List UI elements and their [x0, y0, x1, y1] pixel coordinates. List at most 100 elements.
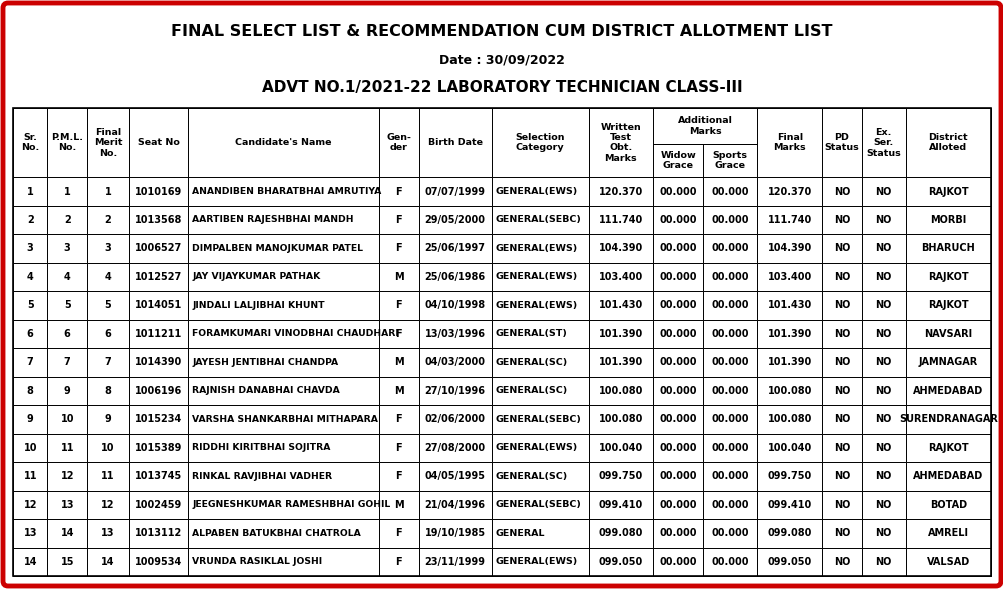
Text: 04/03/2000: 04/03/2000	[424, 358, 485, 368]
Text: District
Alloted: District Alloted	[928, 133, 967, 153]
Text: F: F	[395, 300, 401, 310]
Bar	[13, 291, 47, 320]
Bar	[128, 462, 188, 491]
Text: 29/05/2000: 29/05/2000	[424, 215, 485, 225]
Text: M: M	[393, 500, 403, 510]
Bar	[188, 108, 378, 177]
Text: 12: 12	[23, 500, 37, 510]
Bar	[702, 263, 756, 291]
Text: RIDDHI KIRITBHAI SOJITRA: RIDDHI KIRITBHAI SOJITRA	[192, 444, 330, 452]
Text: GENERAL(SC): GENERAL(SC)	[495, 472, 568, 481]
Text: 00.000: 00.000	[659, 300, 696, 310]
Text: 00.000: 00.000	[659, 243, 696, 253]
Bar	[47, 263, 87, 291]
Text: 099.410: 099.410	[767, 500, 811, 510]
Text: Final
Marks: Final Marks	[772, 133, 805, 153]
Bar	[702, 234, 756, 263]
Bar	[188, 291, 378, 320]
Bar	[821, 376, 861, 405]
Text: Gen-
der: Gen- der	[386, 133, 411, 153]
Text: 04/05/1995: 04/05/1995	[424, 471, 485, 481]
Bar	[87, 462, 128, 491]
Text: NO: NO	[832, 471, 850, 481]
Text: 5: 5	[104, 300, 111, 310]
Text: 10: 10	[60, 414, 74, 424]
Text: 00.000: 00.000	[711, 215, 748, 225]
Bar	[47, 376, 87, 405]
Bar	[588, 405, 653, 434]
Text: 00.000: 00.000	[659, 215, 696, 225]
Text: 2: 2	[27, 215, 33, 225]
Bar	[905, 291, 990, 320]
Text: 11: 11	[101, 471, 114, 481]
Bar	[756, 291, 821, 320]
Bar	[47, 548, 87, 576]
Text: SURENDRANAGAR: SURENDRANAGAR	[898, 414, 997, 424]
Bar	[491, 491, 588, 519]
Bar	[47, 348, 87, 376]
Text: GENERAL(SC): GENERAL(SC)	[495, 358, 568, 367]
Text: 101.430: 101.430	[767, 300, 811, 310]
Text: Final
Merit
No.: Final Merit No.	[93, 128, 122, 157]
Text: NO: NO	[832, 443, 850, 453]
Text: NO: NO	[875, 386, 891, 396]
Bar	[47, 434, 87, 462]
Text: 00.000: 00.000	[711, 272, 748, 282]
Bar	[905, 177, 990, 206]
Text: 21/04/1996: 21/04/1996	[424, 500, 485, 510]
Bar	[653, 519, 702, 548]
Bar	[87, 491, 128, 519]
Bar	[756, 263, 821, 291]
Bar	[418, 234, 491, 263]
Text: 1014051: 1014051	[134, 300, 182, 310]
Bar	[491, 177, 588, 206]
Text: VARSHA SHANKARBHAI MITHAPARA: VARSHA SHANKARBHAI MITHAPARA	[192, 415, 378, 424]
Text: NO: NO	[832, 358, 850, 368]
Bar	[653, 108, 702, 177]
Bar	[653, 491, 702, 519]
Text: 1013745: 1013745	[134, 471, 182, 481]
Bar	[378, 291, 418, 320]
Bar	[128, 206, 188, 234]
Bar	[47, 177, 87, 206]
Text: 00.000: 00.000	[711, 187, 748, 197]
Bar	[418, 320, 491, 348]
Text: 3: 3	[27, 243, 33, 253]
Text: 00.000: 00.000	[711, 471, 748, 481]
Bar	[128, 548, 188, 576]
Bar	[47, 108, 87, 177]
Bar	[378, 548, 418, 576]
Text: 1011211: 1011211	[134, 329, 182, 339]
Text: VALSAD: VALSAD	[926, 557, 969, 567]
Text: GENERAL(EWS): GENERAL(EWS)	[495, 301, 578, 310]
Bar	[13, 108, 47, 177]
Text: 101.390: 101.390	[767, 358, 811, 368]
Text: 1013568: 1013568	[134, 215, 182, 225]
Bar	[47, 234, 87, 263]
Bar	[588, 108, 653, 177]
Bar	[588, 263, 653, 291]
Text: DIMPALBEN MANOJKUMAR PATEL: DIMPALBEN MANOJKUMAR PATEL	[192, 244, 363, 253]
Text: GENERAL(SEBC): GENERAL(SEBC)	[495, 216, 581, 224]
Bar	[87, 206, 128, 234]
Bar	[128, 291, 188, 320]
Bar	[13, 548, 47, 576]
Bar	[653, 263, 702, 291]
Bar	[378, 234, 418, 263]
Text: 099.750: 099.750	[598, 471, 642, 481]
Text: NO: NO	[875, 243, 891, 253]
Bar	[702, 177, 756, 206]
Text: 00.000: 00.000	[711, 414, 748, 424]
Bar	[188, 405, 378, 434]
Bar	[653, 177, 702, 206]
Bar	[821, 462, 861, 491]
Text: 9: 9	[27, 414, 33, 424]
Text: 4: 4	[64, 272, 70, 282]
Bar	[756, 548, 821, 576]
Bar	[491, 376, 588, 405]
Bar	[702, 348, 756, 376]
Bar	[418, 348, 491, 376]
Bar	[861, 462, 905, 491]
Bar	[821, 434, 861, 462]
Bar	[821, 177, 861, 206]
